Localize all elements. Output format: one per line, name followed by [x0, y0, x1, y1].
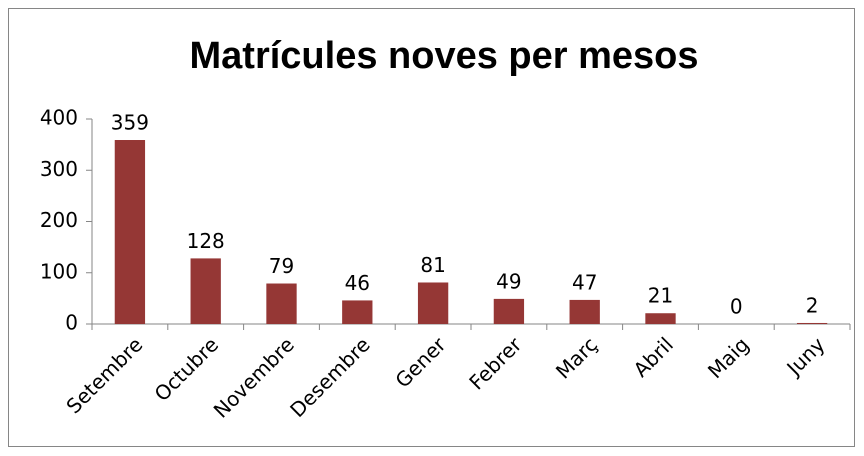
data-label: 0 [730, 295, 743, 319]
chart-title: Matrícules noves per mesos [190, 35, 699, 77]
data-label: 46 [345, 271, 370, 295]
bar [342, 300, 373, 324]
bar [266, 283, 297, 324]
data-label: 2 [806, 293, 819, 317]
chart-frame [8, 8, 855, 447]
data-label: 49 [496, 269, 521, 293]
y-tick-label: 100 [40, 259, 78, 283]
data-label: 21 [648, 284, 673, 308]
y-tick-label: 400 [40, 106, 78, 130]
y-tick-label: 300 [40, 157, 78, 181]
bar [417, 282, 449, 324]
y-tick-label: 200 [40, 208, 78, 232]
data-label: 79 [269, 254, 294, 278]
bar [796, 322, 828, 324]
data-label: 359 [111, 111, 149, 135]
bar [190, 258, 221, 324]
data-label: 47 [572, 270, 597, 294]
y-tick-label: 0 [65, 311, 78, 335]
bar [114, 140, 146, 324]
data-label: 128 [187, 229, 225, 253]
bar [569, 299, 600, 324]
bar [493, 298, 525, 324]
bar [645, 313, 676, 324]
data-label: 81 [420, 253, 445, 277]
